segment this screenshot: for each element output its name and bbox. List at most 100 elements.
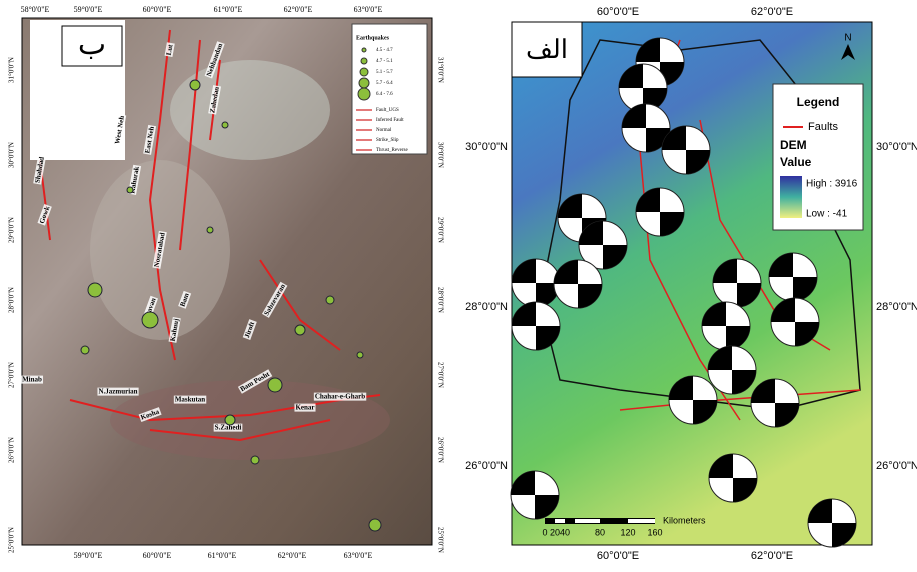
fault-name-bg: [152, 230, 167, 269]
scale-label: 0: [542, 527, 547, 537]
panel-label: الف: [526, 35, 568, 64]
fault-name-bg: [97, 387, 139, 396]
legend-symbol: [357, 87, 371, 101]
fault-name-bg: [178, 290, 192, 309]
scale-label: 120: [620, 527, 635, 537]
earthquake: [80, 345, 90, 355]
legend-label: DEM: [780, 138, 807, 152]
legend-ramp: [780, 176, 802, 218]
lon-label: 62°0'0"E: [284, 5, 313, 14]
focal-mechanism: [668, 375, 718, 425]
beachball-quadrant: [709, 454, 757, 502]
fault-name: Chahar-e-Gharb: [315, 393, 365, 401]
label-box: [61, 25, 123, 67]
lon-label: 59°0'0"E: [74, 5, 103, 14]
lat-label: 28°0'0"N: [876, 301, 917, 313]
lon-label: 60°0'0"E: [597, 6, 639, 18]
fault-name: Kahnuj: [169, 318, 181, 342]
lat-label: 25°0'0"N: [8, 527, 16, 553]
beachball-quadrant: [769, 253, 817, 301]
beachball-quadrant: [554, 260, 602, 308]
fault-name-bg: [237, 369, 273, 394]
earthquake: [141, 311, 159, 329]
focal-mechanism: [712, 258, 762, 308]
beachball-quadrant: [622, 104, 670, 152]
fault-name: Maskutan: [175, 396, 205, 404]
scale-bar: [575, 519, 600, 523]
legend-label: Inferred Fault: [376, 118, 404, 123]
fault: [149, 419, 331, 442]
legend-symbol: [360, 57, 368, 65]
fault-name-bg: [213, 423, 243, 432]
earthquake: [250, 455, 260, 465]
legend-label: Low : -41: [806, 209, 848, 220]
focal-mechanism: [621, 103, 671, 153]
legend-symbol: [361, 47, 367, 53]
legend-label: Strike_Slip: [376, 138, 399, 143]
lat-label: 28°0'0"N: [436, 287, 444, 313]
beachball-quadrant: [579, 221, 627, 269]
scale-label: 160: [647, 527, 662, 537]
north-label: N: [844, 33, 851, 44]
beachball-quadrant: [708, 346, 756, 394]
fault-name-bg: [208, 85, 222, 115]
lon-label: 62°0'0"E: [751, 550, 793, 562]
beachball-quadrant: [512, 302, 560, 350]
beachball-quadrant: [636, 38, 684, 86]
lat-label: 28°0'0"N: [8, 287, 16, 313]
fault-name: N.Jazmurian: [98, 388, 137, 396]
legend-label: Value: [780, 155, 812, 169]
legend-label: Normal: [376, 128, 392, 133]
lat-label: 26°0'0"N: [8, 437, 16, 463]
panel-label: ب: [78, 28, 106, 61]
legend-label: 5.7 - 6.4: [376, 81, 393, 86]
lon-label: 63°0'0"E: [344, 551, 373, 560]
lon-label: 62°0'0"E: [278, 551, 307, 560]
fault-name: Minab: [22, 376, 42, 384]
lat-label: 28°0'0"N: [465, 301, 508, 313]
focal-mechanism: [770, 297, 820, 347]
earthquake: [221, 121, 229, 129]
beachball-quadrant: [511, 471, 559, 519]
lat-label: 27°0'0"N: [8, 362, 16, 388]
earthquake: [189, 79, 201, 91]
fault-name-bg: [204, 41, 225, 79]
fault-name-bg: [168, 316, 181, 343]
lat-label: 25°0'0"N: [436, 527, 444, 553]
focal-mechanism: [635, 187, 685, 237]
focal-mechanism: [661, 125, 711, 175]
legend-label: 5.1 - 5.7: [376, 70, 393, 75]
legend-symbol: [359, 67, 369, 77]
focal-mechanism: [707, 345, 757, 395]
fault-name-bg: [173, 395, 207, 404]
lat-label: 26°0'0"N: [436, 437, 444, 463]
focal-mechanism: [708, 453, 758, 503]
legend-label: 6.4 - 7.6: [376, 92, 393, 97]
fault-name: Kenar: [295, 404, 314, 412]
earthquake: [368, 518, 382, 532]
focal-mechanism: [553, 259, 603, 309]
beachball-quadrant: [771, 298, 819, 346]
legend-label: 4.7 - 5.1: [376, 59, 393, 64]
beachball-quadrant: [808, 499, 856, 547]
focal-mechanism: [768, 252, 818, 302]
focal-mechanism: [750, 378, 800, 428]
fault-name-bg: [164, 42, 175, 57]
lat-label: 31°0'0"N: [8, 57, 16, 83]
earthquake: [87, 282, 103, 298]
focal-mechanism: [511, 258, 561, 308]
earthquake: [325, 295, 335, 305]
fault-name-bg: [313, 392, 367, 401]
lon-label: 59°0'0"E: [74, 551, 103, 560]
lat-label: 30°0'0"N: [465, 141, 508, 153]
fault-name-bg: [21, 375, 44, 384]
fault-name-bg: [138, 407, 162, 422]
scale-label: 80: [595, 527, 605, 537]
legend-label: Faults: [808, 121, 838, 133]
lon-label: 62°0'0"E: [751, 6, 793, 18]
earthquake: [294, 324, 306, 336]
fault-name-bg: [294, 403, 316, 412]
fault-name-bg: [143, 124, 157, 155]
lon-label: 60°0'0"E: [143, 5, 172, 14]
fault-name-bg: [242, 319, 257, 340]
